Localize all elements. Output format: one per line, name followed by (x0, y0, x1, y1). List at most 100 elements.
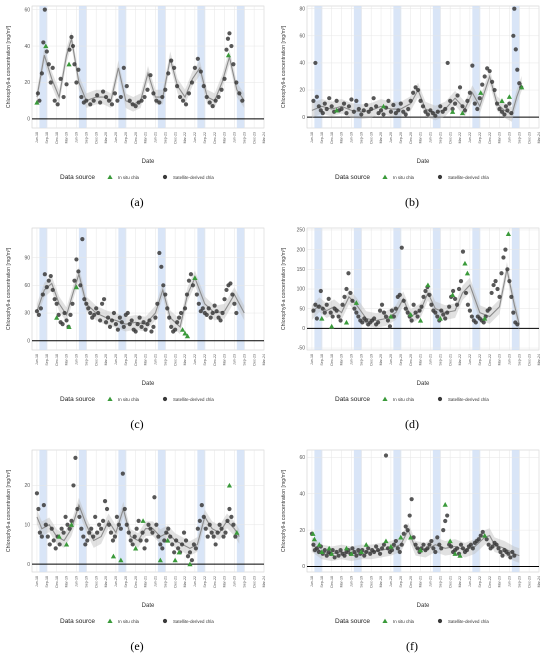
satellite-point (159, 264, 164, 269)
satellite-point (229, 43, 234, 49)
x-tick-label: Dec-18 (55, 132, 59, 144)
legend-in-situ-marker (107, 618, 113, 623)
satellite-point (464, 548, 470, 553)
summer-band (511, 6, 520, 128)
satellite-point (201, 514, 206, 520)
satellite-point (41, 502, 46, 508)
x-tick-label: Dec-22 (488, 576, 492, 588)
satellite-point (130, 542, 135, 547)
satellite-point (385, 546, 391, 551)
satellite-point (374, 104, 379, 109)
satellite-point (53, 546, 58, 551)
satellite-point (356, 314, 361, 319)
satellite-point (401, 298, 406, 303)
in-situ-point (157, 557, 163, 563)
y-axis-label: Chlorophyll-a concentration [mg/m³] (281, 25, 287, 108)
satellite-point (145, 322, 150, 327)
satellite-point (320, 306, 325, 311)
satellite-point (460, 546, 466, 551)
satellite-point (224, 287, 229, 293)
satellite-point (169, 324, 174, 329)
satellite-point (339, 106, 344, 112)
y-tick-label: -50 (298, 346, 305, 352)
in-situ-point (358, 549, 364, 555)
satellite-point (445, 60, 450, 66)
x-tick-label: Mar-22 (183, 132, 187, 143)
satellite-point (496, 546, 501, 551)
satellite-point (99, 526, 104, 531)
satellite-point (512, 6, 517, 11)
legend-in-situ-marker (107, 174, 113, 179)
in-situ-point (506, 94, 512, 99)
y-tick-label: 250 (297, 228, 306, 234)
satellite-point (492, 87, 497, 93)
satellite-point (485, 66, 490, 71)
x-tick-label: Mar-24 (537, 576, 541, 587)
satellite-point (445, 310, 450, 315)
in-situ-point (187, 561, 193, 567)
x-tick-label: Mar-19 (65, 354, 69, 365)
satellite-point (190, 283, 196, 288)
satellite-point (411, 302, 416, 307)
x-tick-label: Dec-19 (94, 576, 98, 588)
trend-ribbon (36, 31, 245, 112)
y-tick-label: 40 (299, 491, 305, 497)
satellite-point (109, 102, 115, 107)
in-situ-point (66, 61, 72, 67)
satellite-point (456, 286, 462, 292)
x-tick-label: Mar-22 (183, 576, 187, 587)
x-tick-label: Sep-23 (242, 576, 246, 588)
x-tick-label: Mar-23 (223, 354, 227, 365)
satellite-point (344, 286, 349, 292)
satellite-point (393, 110, 398, 116)
satellite-point (480, 82, 485, 87)
satellite-point (127, 322, 132, 327)
satellite-point (451, 288, 456, 294)
x-tick-label: Dec-18 (330, 132, 334, 144)
in-situ-point (234, 530, 240, 535)
satellite-point (112, 91, 118, 96)
satellite-point (187, 550, 193, 555)
satellite-point (505, 267, 510, 272)
satellite-point (379, 546, 385, 551)
x-tick-label: Sep-22 (478, 354, 482, 366)
satellite-point (403, 306, 408, 311)
in-situ-point (226, 482, 233, 488)
in-situ-point (316, 542, 322, 547)
satellite-point (378, 108, 384, 113)
satellite-point (490, 79, 495, 85)
satellite-point (40, 292, 45, 297)
plot-area (31, 449, 265, 573)
satellite-point (234, 80, 239, 85)
satellite-point (427, 292, 432, 298)
satellite-point (48, 80, 53, 85)
satellite-point (199, 502, 204, 508)
satellite-point (334, 549, 339, 555)
y-tick-label: 30 (24, 311, 30, 317)
legend-in-situ-label: In situ chla (393, 619, 415, 624)
satellite-point (124, 522, 129, 527)
satellite-point (443, 106, 448, 112)
satellite-point (487, 68, 492, 74)
in-situ-point (388, 543, 394, 549)
satellite-point (336, 553, 341, 558)
satellite-point (170, 542, 175, 547)
satellite-point (183, 102, 189, 107)
satellite-point (503, 247, 508, 252)
legend-in-situ-label: In situ chla (393, 175, 415, 180)
x-tick-label: Jun-23 (508, 354, 512, 365)
y-tick-label: 20 (299, 88, 305, 94)
satellite-point (96, 310, 101, 316)
satellite-point (480, 529, 485, 535)
x-tick-label: Dec-22 (488, 132, 492, 144)
satellite-point (435, 109, 440, 114)
satellite-point (54, 301, 59, 306)
satellite-point (498, 549, 503, 555)
x-tick-label: Sep-23 (242, 354, 246, 366)
satellite-point (64, 82, 69, 87)
satellite-point (470, 63, 475, 68)
x-tick-label: Sep-20 (399, 576, 403, 588)
x-tick-label: Jun-21 (154, 354, 158, 365)
x-tick-label: Mar-21 (144, 132, 148, 143)
satellite-point (214, 309, 219, 314)
